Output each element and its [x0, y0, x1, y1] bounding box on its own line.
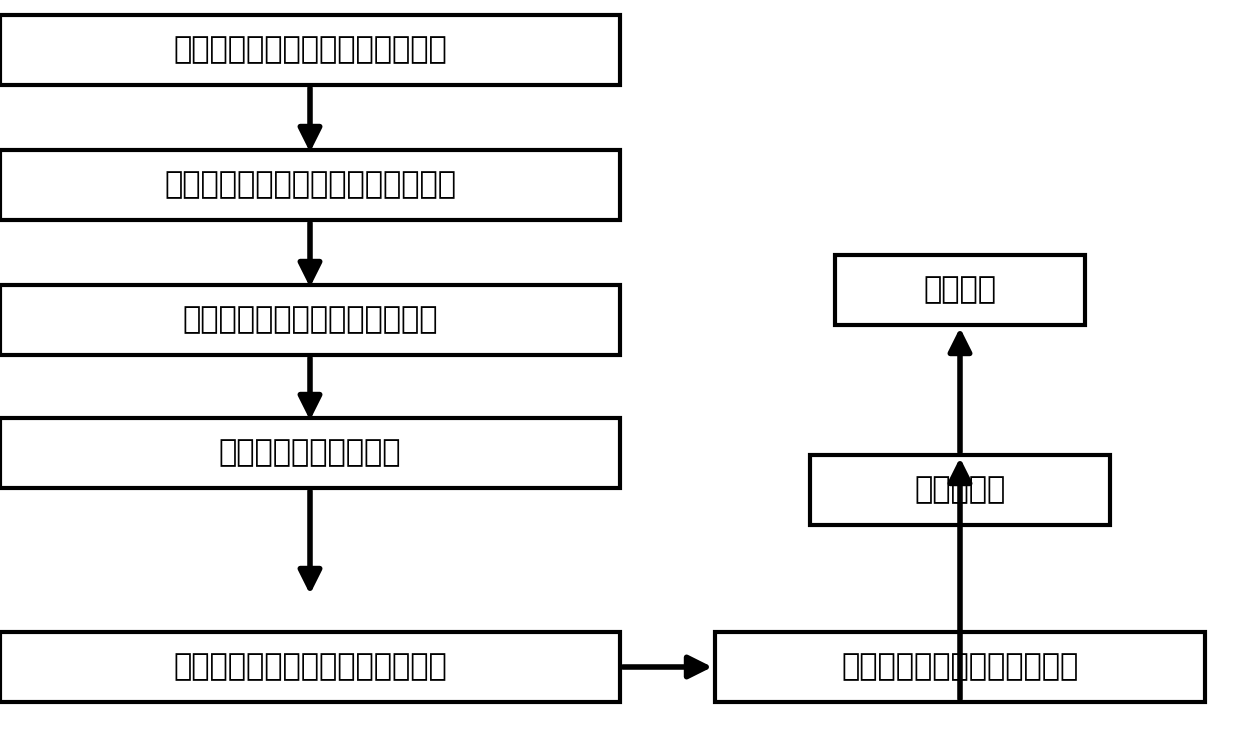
Text: 电缆插入连接器并检查: 电缆插入连接器并检查 — [218, 439, 402, 467]
Bar — [0, 15, 620, 85]
Bar — [810, 455, 1110, 525]
Bar — [0, 150, 620, 220]
Bar — [0, 418, 620, 488]
Text: 内导体与连接器焊接、清洗和检查: 内导体与连接器焊接、清洗和检查 — [174, 652, 446, 682]
Text: 电缆最终长度切割、端头剥离并检查: 电缆最终长度切割、端头剥离并检查 — [164, 170, 456, 200]
Bar — [715, 632, 1205, 702]
Text: 封盖并清洗: 封盖并清洗 — [914, 476, 1006, 505]
Text: 电缆及连接器的除金层和预镀锡: 电缆及连接器的除金层和预镀锡 — [182, 305, 438, 334]
Text: 电缆检查、超长切割和与预热处理: 电缆检查、超长切割和与预热处理 — [174, 35, 446, 64]
Text: 成品组装: 成品组装 — [924, 275, 997, 304]
Bar — [0, 632, 620, 702]
Bar — [835, 255, 1085, 325]
Text: 外导体与连接器的焊接并清洗: 外导体与连接器的焊接并清洗 — [842, 652, 1079, 682]
Bar — [0, 285, 620, 355]
